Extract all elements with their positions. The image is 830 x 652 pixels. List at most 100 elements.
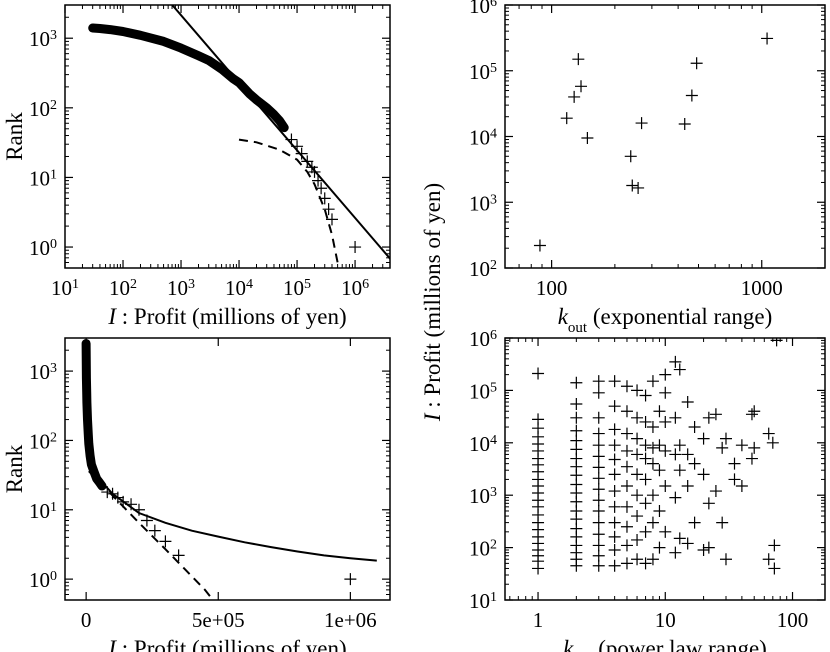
data-layer [532, 338, 783, 575]
data-point [608, 543, 621, 556]
data-point [762, 427, 775, 440]
data-point [639, 525, 652, 538]
data-point [572, 53, 585, 66]
x-tick-label: 100 [536, 276, 568, 300]
data-point [735, 479, 748, 492]
y-tick-label: 105 [469, 60, 497, 84]
data-point [620, 405, 633, 418]
data-point [620, 500, 633, 513]
data-point [639, 557, 652, 570]
shared-y-axis-title: I : Profit (millions of yen) [420, 183, 445, 422]
series-exponential-fit [88, 470, 214, 600]
y-tick-label: 105 [469, 379, 497, 403]
data-point [608, 400, 621, 413]
panel-bl: 0 5e+05 1e+06 100 101 102 103 I : Profit (milli… [2, 337, 391, 652]
data-point [631, 448, 644, 461]
y-tick-label: 101 [29, 499, 57, 523]
data-point [681, 396, 694, 409]
data-point [532, 413, 545, 426]
x-tick-label: 100 [777, 608, 809, 632]
data-point [697, 432, 710, 445]
data-point [685, 89, 698, 102]
y-tick-label: 104 [469, 432, 497, 456]
data-point [748, 405, 761, 418]
data-point [702, 497, 715, 510]
data-point [322, 203, 335, 216]
data-point [646, 489, 659, 502]
y-tick-label: 104 [469, 126, 497, 150]
y-axis-title: Rank [2, 444, 27, 493]
data-point [592, 472, 605, 485]
data-point [592, 450, 605, 463]
data-point [728, 473, 741, 486]
series-exponential-fit [238, 138, 339, 263]
data-point [745, 408, 758, 421]
data-point [681, 479, 694, 492]
data-point [592, 427, 605, 440]
data-point [620, 520, 633, 533]
data-point [673, 464, 686, 477]
data-point [172, 549, 185, 562]
data-point [620, 557, 633, 570]
data-point [709, 408, 722, 421]
data-point [592, 504, 605, 517]
data-point [631, 432, 644, 445]
data-point [592, 411, 605, 424]
data-point [608, 439, 621, 452]
data-point [620, 444, 633, 457]
x-tick-label: 0 [81, 608, 92, 632]
data-point [639, 415, 652, 428]
x-tick-label: 10 [655, 608, 676, 632]
y-tick-label: 103 [29, 27, 57, 51]
series-power-law-fit [170, 5, 390, 261]
data-point [745, 452, 758, 465]
series-rank-dense- [88, 23, 289, 133]
y-axis-title: Rank [2, 112, 27, 161]
data-point [344, 573, 357, 586]
data-point [631, 384, 644, 397]
data-point [728, 457, 741, 470]
x-tick-label: 1e+06 [324, 608, 377, 632]
data-point [653, 504, 666, 517]
data-point [646, 441, 659, 454]
data-point [768, 539, 781, 552]
data-point [631, 411, 644, 424]
data-point [592, 375, 605, 388]
data-point [669, 355, 682, 368]
data-point [748, 441, 761, 454]
y-tick-label: 101 [29, 166, 57, 190]
data-point [575, 80, 588, 93]
data-point [653, 439, 666, 452]
data-point [620, 460, 633, 473]
data-point [148, 524, 161, 537]
data-point [681, 537, 694, 550]
data-point [716, 441, 729, 454]
data-point [639, 452, 652, 465]
data-point [639, 389, 652, 402]
data-point [624, 150, 637, 163]
data-point [659, 479, 672, 492]
data-point [653, 464, 666, 477]
data-point [159, 535, 172, 548]
data-point [620, 380, 633, 393]
data-point [646, 421, 659, 434]
data-point [709, 485, 722, 498]
data-point [688, 516, 701, 529]
data-point [592, 483, 605, 496]
data-point [632, 181, 645, 194]
y-tick-label: 103 [469, 191, 497, 215]
series-power-law-fit [93, 467, 377, 562]
data-point [533, 239, 546, 252]
data-point [635, 117, 648, 130]
plot-frame [64, 337, 391, 601]
data-point [639, 473, 652, 486]
data-point [608, 559, 621, 572]
data-point [669, 491, 682, 504]
y-tick-label: 100 [29, 236, 57, 260]
data-point [626, 179, 639, 192]
x-tick-label: 106 [341, 276, 369, 300]
data-point [688, 421, 701, 434]
y-tick-label: 102 [29, 97, 57, 121]
panel-tl: 101 102 103 104 105 106 100 101 102 103 I : Profit… [2, 4, 391, 329]
data-point [568, 90, 581, 103]
